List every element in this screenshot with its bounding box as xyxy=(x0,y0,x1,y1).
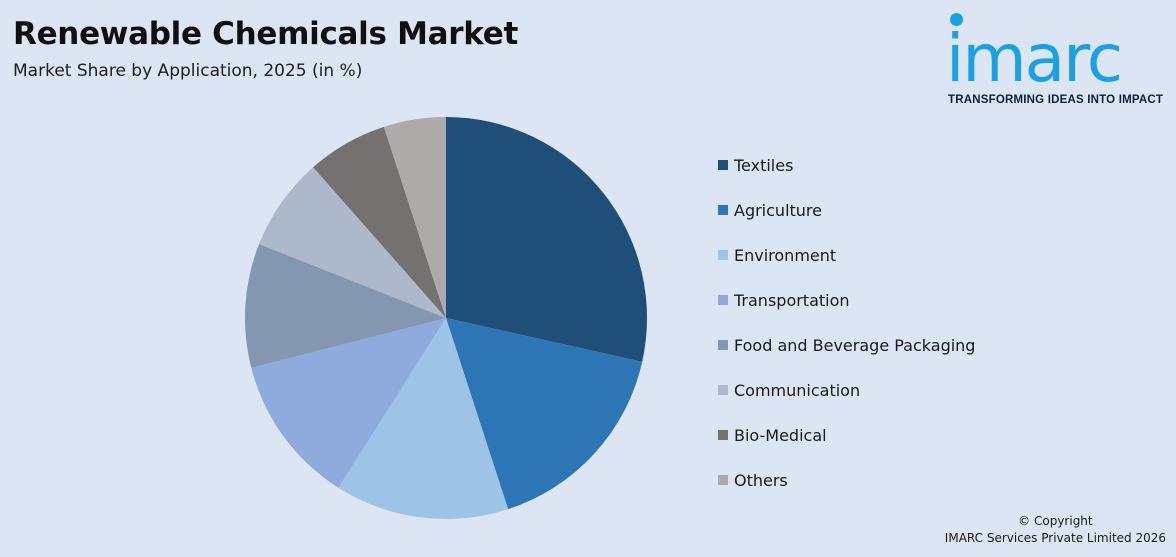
chart-subtitle: Market Share by Application, 2025 (in %) xyxy=(13,61,363,81)
imarc-logo: imarc TRANSFORMING IDEAS INTO IMPACT xyxy=(946,12,1172,110)
legend-label: Environment xyxy=(734,246,837,265)
legend-swatch xyxy=(718,385,728,395)
legend-swatch xyxy=(718,250,728,260)
pie-slice-transportation xyxy=(251,318,446,488)
chart-title: Renewable Chemicals Market xyxy=(13,16,519,52)
legend-item: Food and Beverage Packaging xyxy=(718,336,975,355)
legend-item: Textiles xyxy=(718,156,793,175)
legend-label: Agriculture xyxy=(734,201,822,220)
legend-label: Transportation xyxy=(734,291,850,310)
pie-slice-environment xyxy=(338,318,509,519)
legend-item: Agriculture xyxy=(718,201,822,220)
legend-label: Bio-Medical xyxy=(734,426,827,445)
legend-item: Others xyxy=(718,471,788,490)
legend-label: Food and Beverage Packaging xyxy=(734,336,976,355)
legend-swatch xyxy=(718,430,728,440)
pie-slice-bio-medical xyxy=(313,126,446,318)
pie-slice-communication xyxy=(259,167,446,318)
copyright-line-1: © Copyright xyxy=(1018,514,1093,528)
legend-swatch xyxy=(718,340,728,350)
legend-swatch xyxy=(718,295,728,305)
logo-tagline: TRANSFORMING IDEAS INTO IMPACT xyxy=(948,94,1164,106)
legend-label: Communication xyxy=(734,381,861,400)
logo-wordmark: imarc xyxy=(946,20,1123,97)
pie-slice-food-and-beverage-packaging xyxy=(244,244,446,368)
copyright-notice: © Copyright IMARC Services Private Limit… xyxy=(945,513,1166,547)
logo-dot-icon xyxy=(950,13,963,26)
pie-slice-textiles xyxy=(446,116,648,362)
legend-swatch xyxy=(718,475,728,485)
pie-slice-agriculture xyxy=(446,318,643,510)
legend-label: Textiles xyxy=(734,156,794,175)
legend-item: Bio-Medical xyxy=(718,426,827,445)
legend-item: Transportation xyxy=(718,291,850,310)
legend-swatch xyxy=(718,160,728,170)
legend-label: Others xyxy=(734,471,788,490)
legend-swatch xyxy=(718,205,728,215)
copyright-line-2: IMARC Services Private Limited 2026 xyxy=(944,531,1166,545)
legend-item: Environment xyxy=(718,246,836,265)
legend-item: Communication xyxy=(718,381,860,400)
pie-slice-others xyxy=(383,117,446,318)
